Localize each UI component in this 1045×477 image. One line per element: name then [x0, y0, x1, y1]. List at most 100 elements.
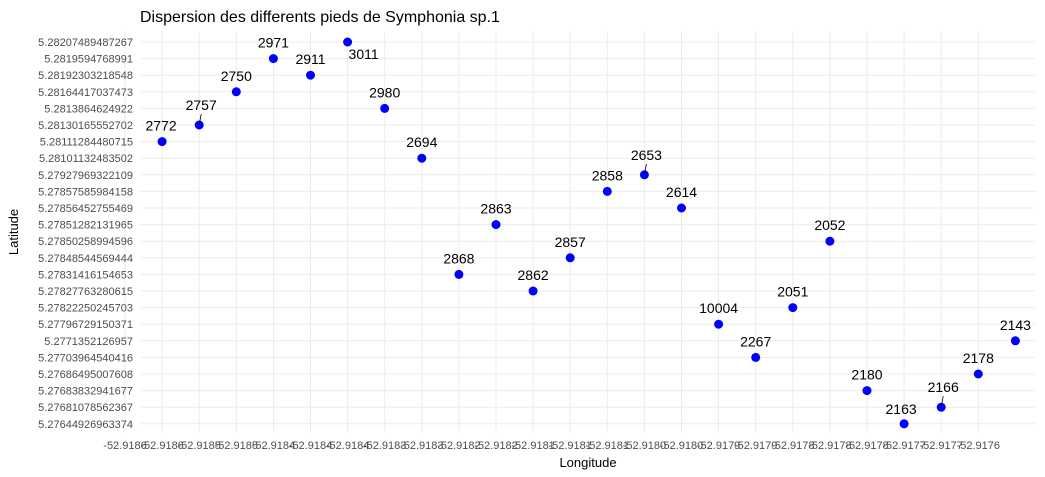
x-tick-label: -52.9178	[808, 440, 851, 452]
point-label: 2858	[592, 167, 623, 183]
point-label: 2857	[555, 234, 586, 250]
data-point	[677, 203, 686, 213]
data-point	[751, 352, 761, 362]
y-tick-label: 5.27681078562367	[38, 402, 133, 414]
y-tick-label: 5.27644926963374	[38, 419, 133, 431]
x-tick-label: -52.9182	[474, 440, 517, 452]
y-tick-label: 5.28111284480715	[40, 137, 133, 149]
x-tick-label: -52.9184	[326, 440, 369, 452]
y-tick-label: 5.28207489487267	[38, 37, 133, 49]
x-tick-label: -52.9179	[734, 440, 777, 452]
point-label: 10004	[699, 300, 738, 316]
y-tick-label: 5.2771352126957	[44, 336, 133, 348]
point-label: 2863	[480, 201, 511, 217]
label-leader-line	[644, 163, 647, 175]
chart-title: Dispersion des differents pieds de Symph…	[140, 9, 500, 26]
point-label: 3011	[349, 46, 379, 62]
y-tick-label: 5.27857585984158	[38, 186, 133, 198]
point-label: 2911	[295, 51, 325, 67]
y-tick-label: 5.27927969322109	[38, 170, 133, 182]
y-axis-ticks: 5.28207489487267 5.2819594768991 5.2819230…	[38, 37, 133, 431]
x-tick-label: -52.9181	[511, 440, 554, 452]
y-tick-label: 5.27827763280615	[38, 286, 133, 298]
y-tick-label: 5.27831416154653	[38, 269, 133, 281]
x-tick-label: -52.9180	[660, 440, 703, 452]
x-tick-label: -52.9178	[845, 440, 888, 452]
point-label: 2052	[814, 217, 845, 233]
x-axis-title: Longitude	[559, 455, 616, 470]
point-label: 2267	[740, 333, 771, 349]
x-tick-label: -52.9178	[771, 440, 814, 452]
data-point	[268, 54, 278, 64]
y-tick-label: 5.28192303218548	[38, 70, 133, 82]
point-label: 2772	[146, 118, 177, 134]
point-label: 2614	[666, 184, 697, 200]
y-tick-label: 5.27686495007608	[38, 369, 133, 381]
y-tick-label: 5.27851282131965	[38, 220, 133, 232]
x-axis-ticks: -52.9186-52.9186-52.9185-52.9185-52.9184…	[103, 440, 1000, 452]
data-point	[491, 220, 501, 230]
x-tick-label: -52.9185	[177, 440, 220, 452]
point-label: 2757	[186, 97, 217, 113]
label-leader-line	[198, 113, 202, 126]
data-point	[454, 269, 464, 279]
point-label: 2694	[406, 134, 437, 150]
x-tick-label: -52.9186	[103, 440, 146, 452]
y-tick-label: 5.27848544569444	[38, 253, 133, 265]
x-tick-label: -52.9177	[919, 440, 962, 452]
data-point	[973, 369, 983, 379]
point-label: 2750	[221, 68, 252, 84]
point-label: 2971	[258, 35, 289, 51]
grid-lines	[124, 31, 1035, 433]
y-tick-label: 5.27796729150371	[38, 319, 133, 331]
x-tick-label: -52.9179	[697, 440, 740, 452]
x-tick-label: -52.9177	[882, 440, 925, 452]
y-tick-label: 5.28101132483502	[39, 153, 133, 165]
data-points	[157, 37, 1020, 429]
y-tick-label: 5.27822250245703	[38, 303, 133, 315]
data-point	[862, 386, 872, 396]
x-tick-label: -52.9182	[437, 440, 480, 452]
point-label: 2653	[631, 147, 662, 163]
data-point	[417, 153, 427, 163]
point-label: 2862	[518, 267, 549, 283]
point-label: 2163	[886, 401, 917, 417]
y-tick-label: 5.27850258994596	[38, 236, 133, 248]
x-tick-label: -52.9183	[363, 440, 406, 452]
x-tick-label: -52.9176	[957, 440, 1000, 452]
data-point	[157, 137, 167, 147]
data-point	[565, 253, 575, 263]
point-label: 2868	[443, 250, 474, 266]
y-tick-label: 5.27856452755469	[38, 203, 133, 215]
data-point	[1010, 336, 1020, 346]
data-point	[899, 419, 909, 429]
data-point	[231, 87, 241, 97]
point-label: 2180	[851, 367, 882, 383]
data-point	[788, 303, 798, 313]
x-tick-label: -52.9185	[215, 440, 258, 452]
x-tick-label: -52.9184	[252, 440, 295, 452]
x-tick-label: -52.9183	[400, 440, 443, 452]
point-label: 2178	[963, 350, 994, 366]
y-tick-label: 5.27683832941677	[38, 386, 133, 398]
x-tick-label: -52.9181	[586, 440, 629, 452]
y-tick-label: 5.2819594768991	[44, 54, 133, 66]
y-tick-label: 5.28130165552702	[38, 120, 133, 132]
data-point	[602, 186, 612, 196]
y-tick-label: 5.28164417037473	[38, 87, 133, 99]
data-point	[528, 286, 538, 296]
y-axis-title: Latitude	[6, 209, 21, 255]
x-tick-label: -52.9186	[140, 440, 183, 452]
y-tick-label: 5.2813864624922	[44, 103, 133, 115]
data-point	[380, 103, 390, 113]
point-label: 2051	[777, 284, 808, 300]
x-tick-label: -52.9181	[548, 440, 591, 452]
data-point	[343, 37, 353, 47]
label-leader-line	[940, 396, 944, 408]
x-tick-label: -52.9180	[623, 440, 666, 452]
point-label: 2166	[928, 379, 959, 395]
point-label: 2980	[369, 84, 400, 100]
x-tick-label: -52.9184	[289, 440, 332, 452]
